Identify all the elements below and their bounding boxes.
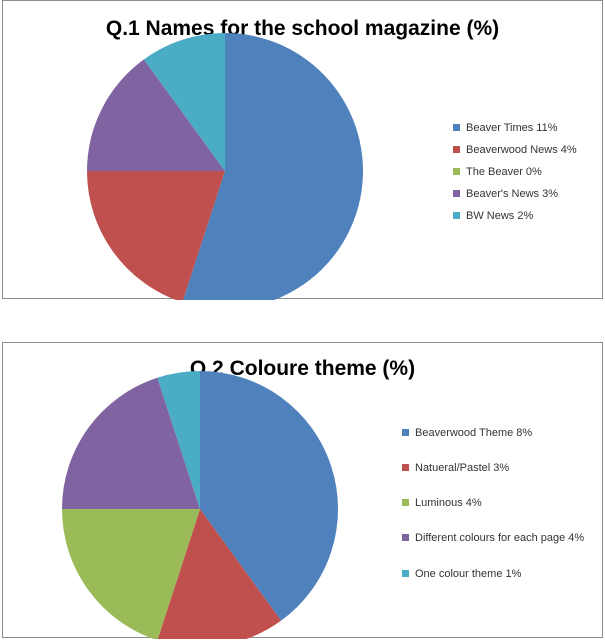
legend-label: Luminous 4% (415, 497, 482, 509)
pie-slice (183, 33, 363, 300)
legend-swatch (402, 499, 409, 506)
legend-swatch (453, 190, 460, 197)
pie-slice (62, 509, 200, 639)
legend-swatch (402, 429, 409, 436)
legend-label: Different colours for each page 4% (415, 532, 585, 544)
legend-label: Natueral/Pastel 3% (415, 462, 510, 474)
pie-slice (157, 371, 200, 509)
pie-slice (87, 171, 225, 300)
legend-swatch (453, 212, 460, 219)
legend-swatch (402, 534, 409, 541)
chart-panel-colour-theme: Q.2 Coloure theme (%) Beaverwood Theme 8… (2, 342, 603, 639)
legend-swatch (453, 124, 460, 131)
chart-panel-names: Q.1 Names for the school magazine (%) Be… (2, 0, 603, 300)
legend-swatch (402, 464, 409, 471)
legend-label: Beaverwood News 4% (466, 144, 577, 156)
legend-label: Beaverwood Theme 8% (415, 427, 533, 439)
legend-label: BW News 2% (466, 210, 534, 222)
legend-label: Beaver Times 11% (466, 122, 558, 134)
pie-slice (87, 59, 225, 172)
legend-swatch (453, 168, 460, 175)
chart-title: Q.1 Names for the school magazine (%) (105, 17, 500, 40)
pie-slice (200, 371, 339, 621)
legend-swatch (453, 146, 460, 153)
pie-slice (157, 509, 282, 639)
legend-label: Beaver's News 3% (466, 188, 558, 200)
pie-chart-names (87, 33, 363, 300)
legend-label: The Beaver 0% (466, 166, 542, 178)
pie-slice (62, 377, 200, 509)
pie-slice (143, 33, 225, 171)
legend-swatch (402, 570, 409, 577)
chart-title: Q.2 Coloure theme (%) (189, 357, 416, 380)
pie-chart-colour-theme (62, 371, 339, 639)
legend-label: One colour theme 1% (415, 568, 522, 580)
